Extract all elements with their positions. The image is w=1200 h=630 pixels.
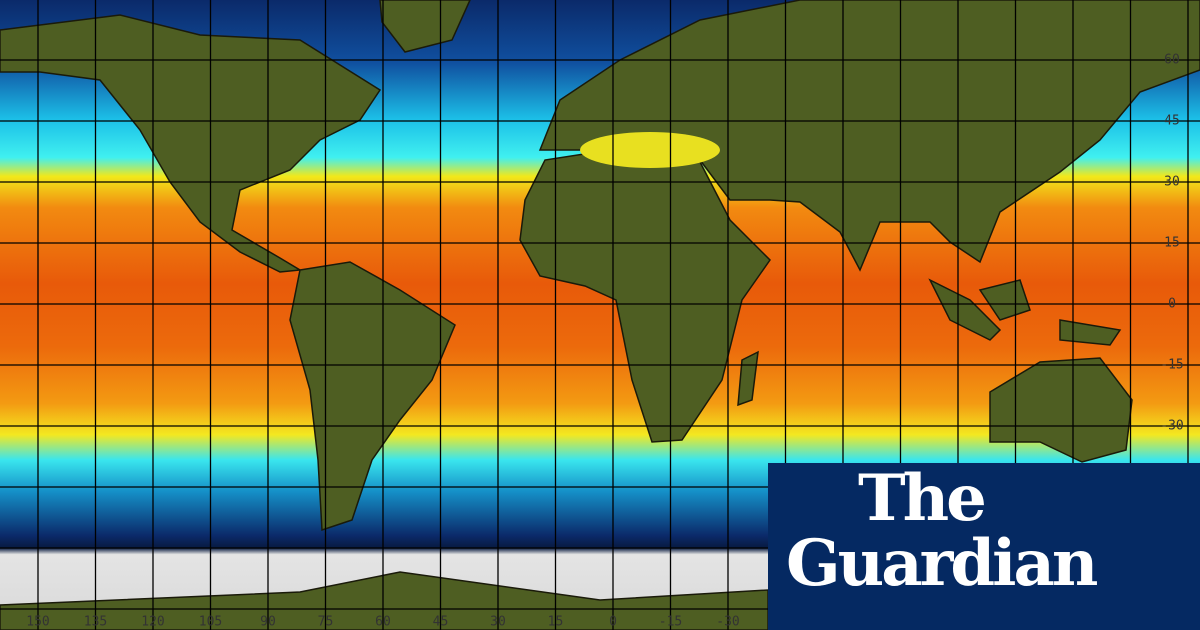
latitude-label: 45 bbox=[1164, 114, 1180, 129]
longitude-label: 75 bbox=[318, 615, 334, 630]
longitude-label: 120 bbox=[141, 615, 164, 630]
mediterranean bbox=[580, 132, 720, 168]
longitude-label: 90 bbox=[260, 615, 276, 630]
latitude-label: -30 bbox=[1160, 419, 1183, 434]
logo-line1: The bbox=[858, 461, 984, 536]
latitude-label: -15 bbox=[1160, 358, 1183, 373]
longitude-label: 30 bbox=[490, 615, 506, 630]
australia bbox=[989, 357, 1133, 463]
antarctica bbox=[0, 571, 769, 630]
eurasia bbox=[538, 0, 1200, 272]
latitude-label: 0 bbox=[1168, 297, 1176, 312]
latitude-label: 30 bbox=[1164, 175, 1180, 190]
longitude-label: 60 bbox=[375, 615, 391, 630]
logo-box bbox=[768, 463, 1200, 630]
greenland bbox=[379, 0, 471, 53]
longitude-label: 15 bbox=[548, 615, 564, 630]
longitude-label: 0 bbox=[609, 615, 617, 630]
longitude-label: -15 bbox=[659, 615, 682, 630]
logo-line2: Guardian bbox=[786, 526, 1098, 601]
latitude-label: 15 bbox=[1164, 236, 1180, 251]
longitude-label: 45 bbox=[433, 615, 449, 630]
longitude-label: 150 bbox=[26, 615, 49, 630]
latitude-label: 60 bbox=[1164, 53, 1180, 68]
longitude-label: 105 bbox=[199, 615, 222, 630]
south-america bbox=[289, 261, 456, 532]
longitude-label: 135 bbox=[84, 615, 107, 630]
longitude-label: -30 bbox=[716, 615, 739, 630]
